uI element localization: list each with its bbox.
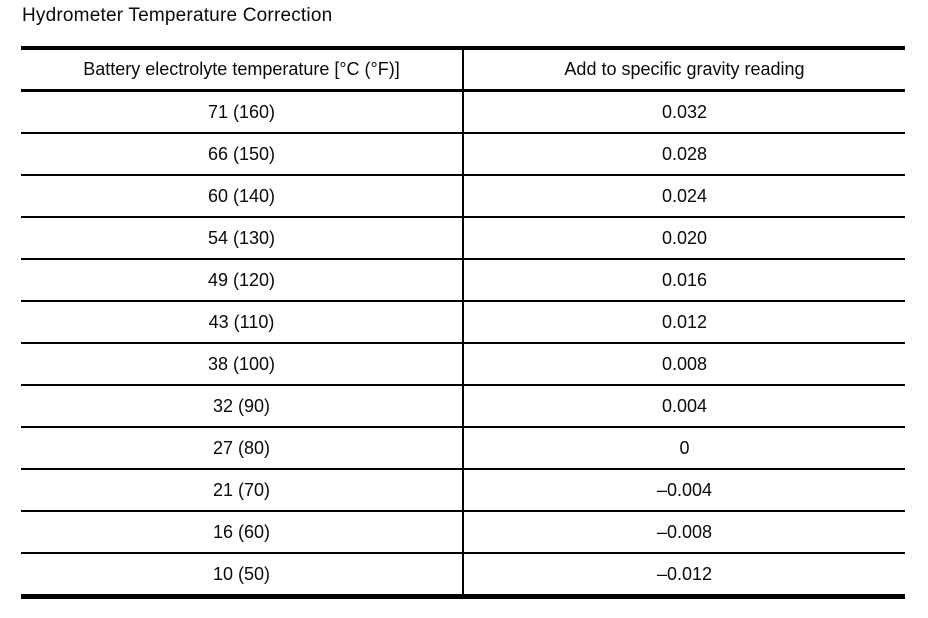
column-header-correction: Add to specific gravity reading [463, 48, 905, 92]
table-row: 60 (140) 0.024 [21, 175, 905, 218]
table-row: 38 (100) 0.008 [21, 343, 905, 386]
correction-cell: 0.020 [463, 217, 905, 260]
temperature-cell: 27 (80) [21, 427, 464, 470]
table-row: 27 (80) 0 [21, 427, 905, 470]
correction-cell: 0.032 [463, 90, 905, 134]
temperature-cell: 38 (100) [21, 343, 464, 386]
temperature-cell: 54 (130) [21, 217, 464, 260]
table-row: 54 (130) 0.020 [21, 217, 905, 260]
temperature-cell: 49 (120) [21, 259, 464, 302]
header-row: Battery electrolyte temperature [°C (°F)… [21, 48, 905, 92]
table-row: 16 (60) –0.008 [21, 511, 905, 554]
correction-cell: 0.004 [463, 385, 905, 428]
table-row: 71 (160) 0.032 [21, 90, 905, 134]
table-row: 21 (70) –0.004 [21, 469, 905, 512]
temperature-cell: 16 (60) [21, 511, 464, 554]
hydrometer-correction-table: Battery electrolyte temperature [°C (°F)… [21, 46, 905, 599]
column-header-temperature: Battery electrolyte temperature [°C (°F)… [21, 48, 464, 92]
correction-cell: –0.008 [463, 511, 905, 554]
temperature-cell: 43 (110) [21, 301, 464, 344]
temperature-cell: 21 (70) [21, 469, 464, 512]
correction-cell: 0.008 [463, 343, 905, 386]
table-row: 32 (90) 0.004 [21, 385, 905, 428]
correction-cell: –0.012 [463, 553, 905, 599]
table-row: 43 (110) 0.012 [21, 301, 905, 344]
correction-cell: –0.004 [463, 469, 905, 512]
temperature-cell: 60 (140) [21, 175, 464, 218]
correction-cell: 0 [463, 427, 905, 470]
temperature-cell: 66 (150) [21, 133, 464, 176]
table-row: 49 (120) 0.016 [21, 259, 905, 302]
table-row: 10 (50) –0.012 [21, 553, 905, 599]
table-row: 66 (150) 0.028 [21, 133, 905, 176]
table-caption: Hydrometer Temperature Correction [22, 5, 333, 26]
temperature-cell: 32 (90) [21, 385, 464, 428]
correction-cell: 0.012 [463, 301, 905, 344]
correction-cell: 0.024 [463, 175, 905, 218]
correction-cell: 0.028 [463, 133, 905, 176]
temperature-cell: 71 (160) [21, 90, 464, 134]
correction-cell: 0.016 [463, 259, 905, 302]
temperature-cell: 10 (50) [21, 553, 464, 599]
